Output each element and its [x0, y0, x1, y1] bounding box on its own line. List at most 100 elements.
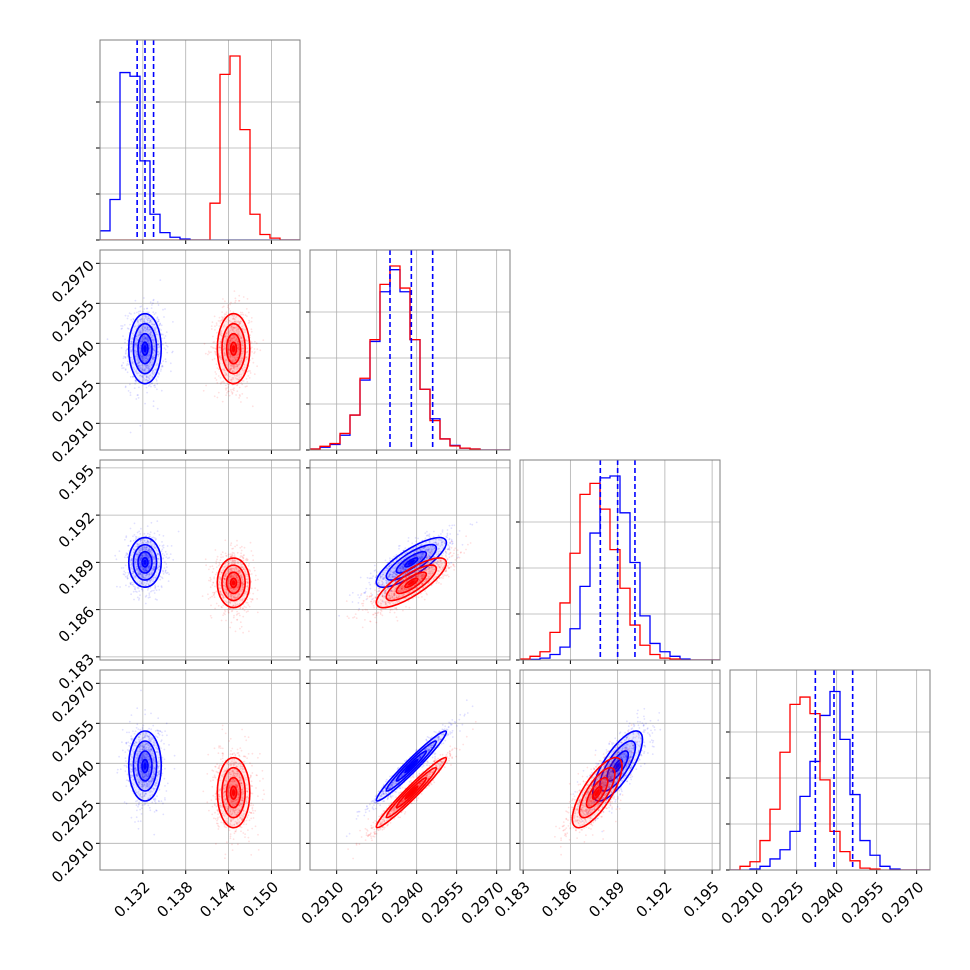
sample-point [389, 559, 391, 562]
sample-point [144, 552, 147, 555]
sample-point [239, 320, 242, 323]
sample-point [150, 540, 153, 543]
sample-point [246, 577, 249, 580]
sample-point [144, 539, 146, 542]
sample-point [139, 424, 142, 427]
sample-point [136, 355, 139, 358]
sample-point [153, 532, 156, 535]
sample-point [139, 374, 142, 377]
sample-point [139, 565, 142, 568]
sample-point [238, 376, 241, 379]
sample-point [157, 353, 159, 356]
sample-point [230, 555, 232, 558]
sample-point [159, 279, 162, 281]
sample-point [135, 346, 138, 348]
sample-point [237, 581, 240, 584]
sample-point [242, 296, 245, 298]
sample-point [157, 585, 160, 588]
sample-point [128, 312, 131, 315]
sample-point [222, 380, 225, 383]
sample-point [235, 365, 238, 368]
sample-point [156, 382, 159, 385]
sample-point [141, 566, 143, 569]
sample-point [138, 361, 141, 363]
sample-point [148, 311, 150, 314]
sample-point [169, 553, 172, 555]
sample-point [134, 299, 137, 302]
sample-point [145, 568, 147, 571]
sample-point [148, 574, 151, 577]
sample-point [122, 567, 125, 569]
sample-point [150, 551, 153, 554]
sample-point [389, 611, 391, 614]
sample-point [224, 591, 227, 594]
sample-point [238, 592, 240, 595]
sample-point [139, 547, 142, 550]
sample-point [134, 382, 137, 385]
sample-point [136, 372, 138, 374]
sample-point [219, 376, 222, 379]
sample-point [231, 574, 234, 577]
sample-point [221, 306, 224, 309]
sample-point [241, 367, 244, 370]
sample-point [137, 587, 140, 590]
sample-point [152, 334, 154, 337]
sample-point [152, 340, 154, 342]
sample-point [227, 378, 230, 381]
sample-point [237, 578, 240, 581]
sample-point [157, 351, 159, 353]
sample-point [134, 558, 137, 561]
sample-point [449, 533, 452, 535]
sample-point [120, 365, 123, 367]
sample-point [244, 558, 247, 561]
sample-point [229, 574, 232, 577]
sample-point [144, 327, 146, 329]
sample-point [153, 329, 156, 331]
sample-point [246, 588, 249, 591]
sample-point [145, 328, 148, 331]
sample-point [147, 549, 150, 552]
sample-point [211, 595, 213, 598]
sample-point [170, 370, 172, 373]
sample-point [236, 596, 239, 598]
sample-point [147, 385, 150, 387]
sample-point [145, 386, 148, 389]
sample-point [138, 386, 140, 389]
sample-point [144, 314, 147, 317]
sample-point [149, 319, 152, 321]
sample-point [145, 318, 148, 321]
sample-point [149, 573, 152, 575]
sample-point [141, 327, 143, 329]
sample-point [241, 583, 244, 586]
sample-point [147, 379, 150, 382]
sample-point [148, 317, 151, 320]
sample-point [253, 373, 256, 375]
sample-point [235, 604, 238, 606]
sample-point [232, 547, 235, 550]
sample-point [375, 571, 378, 573]
sample-point [161, 548, 164, 551]
sample-point [218, 563, 221, 566]
sample-point [146, 542, 149, 545]
sample-point [145, 549, 147, 551]
sample-point [136, 372, 139, 375]
sample-point [229, 626, 232, 629]
sample-point [143, 582, 146, 584]
sample-point [246, 357, 249, 360]
sample-point [131, 558, 133, 560]
sample-point [132, 535, 134, 538]
sample-point [124, 352, 127, 354]
sample-point [210, 578, 212, 581]
sample-point [157, 568, 160, 571]
sample-point [158, 373, 161, 376]
sample-point [139, 323, 142, 325]
sample-point [153, 339, 156, 342]
sample-point [146, 573, 149, 576]
sample-point [230, 327, 233, 330]
sample-point [247, 604, 250, 606]
sample-point [144, 576, 147, 579]
sample-point [241, 393, 244, 395]
sample-point [152, 341, 155, 343]
sample-point [213, 350, 216, 353]
sample-point [147, 319, 149, 321]
